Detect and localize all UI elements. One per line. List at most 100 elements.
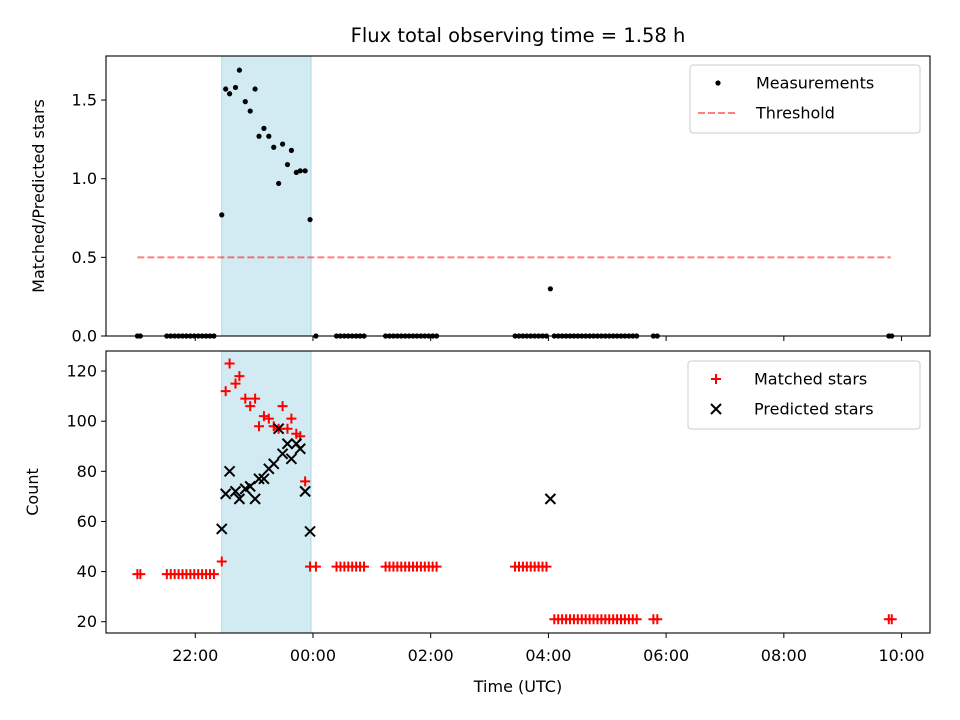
x-tick-label: 02:00 [408,646,454,665]
top-panel: 0.0 0.5 1.0 1.5 Matched/Predicted stars [29,55,931,346]
predicted-stars-point [233,493,246,505]
measurement-point [261,125,267,131]
legend-frame [687,360,921,430]
measurement-point [297,168,303,174]
y-tick-label: 0.5 [72,248,97,267]
series-predicted-stars [216,422,557,538]
matched-stars-point [254,421,265,432]
predicted-stars-point [276,448,289,460]
y-tick-label: 40 [77,562,97,581]
x-tick-label: 10:00 [878,646,924,665]
y-tick-label: 120 [66,362,97,381]
matched-stars-point [234,371,245,382]
matched-stars-point [230,378,241,389]
legend-frame [689,64,921,134]
measurement-point [288,147,294,153]
matched-stars-point [224,358,235,369]
predicted-stars-point [272,422,285,435]
bottom-legend: Matched stars Predicted stars [687,360,921,430]
matched-stars-point [886,614,897,625]
measurement-point [223,86,229,92]
predicted-stars-point [281,438,294,450]
predicted-stars-point [285,453,298,465]
measurement-point [276,180,282,187]
predicted-stars-point [223,465,236,478]
measurement-point [284,161,291,168]
matched-stars-point [358,561,369,572]
chart-title: Flux total observing time = 1.58 h [351,24,686,47]
predicted-stars-point [249,493,261,505]
measurement-point [271,144,277,150]
predicted-stars-point [294,443,306,455]
matched-stars-point [431,561,442,572]
measurement-point [256,133,262,139]
matched-stars-point [250,393,261,404]
y-tick-label: 20 [77,612,97,631]
legend-measurement-marker [715,80,721,86]
matched-stars-point [263,413,274,424]
y-tick-label: 1.0 [72,169,97,188]
measurement-point [279,141,286,147]
observing-interval-shade [221,55,312,337]
x-tick-label: 08:00 [761,646,807,665]
matched-stars-point [631,614,642,625]
predicted-stars-point [229,485,242,498]
top-legend: Measurements Threshold [689,64,921,134]
matched-stars-point [245,401,256,412]
y-axis-label: Matched/Predicted stars [29,99,48,293]
matched-stars-point [216,556,227,567]
measurement-point [232,84,239,91]
measurement-point [547,286,553,292]
y-tick-label: 0.0 [72,327,97,346]
legend-label: Predicted stars [754,400,874,419]
x-tick-label: 00:00 [290,646,336,665]
matched-stars-point [310,561,321,572]
measurement-point [247,108,253,114]
matched-stars-point [277,401,288,412]
x-axis-label: Time (UTC) [473,677,562,696]
matched-stars-point [220,386,231,397]
x-tick-label: 22:00 [172,646,218,665]
measurement-point [236,67,243,73]
matched-stars-point [208,569,219,580]
y-tick-label: 100 [66,412,97,431]
predicted-stars-point [304,525,316,538]
predicted-stars-point [216,523,228,535]
series-matched-stars [132,358,897,625]
predicted-stars-point [253,473,265,485]
measurement-point [219,212,225,218]
measurement-point [307,216,313,223]
y-tick-label: 1.5 [72,91,97,110]
legend-matched-marker [711,374,721,384]
x-tick-label: 04:00 [525,646,571,665]
matched-stars-point [282,423,293,434]
matched-stars-point [541,561,552,572]
matched-stars-point [652,614,663,625]
legend-label: Threshold [755,104,835,123]
x-tick-label: 06:00 [643,646,689,665]
measurement-point [266,133,272,139]
matched-stars-point [240,393,251,404]
measurement-point [227,91,233,97]
measurement-point [302,168,308,174]
y-tick-label: 80 [77,462,97,481]
predicted-stars-point [258,473,270,485]
measurement-point [252,86,258,92]
legend-label: Measurements [756,74,874,93]
y-axis-label: Count [23,468,42,516]
matched-stars-point [286,413,297,424]
predicted-stars-point [544,493,557,505]
predicted-stars-point [219,488,232,500]
measurement-point [242,99,248,105]
predicted-stars-point [299,485,311,498]
matched-stars-point [300,476,311,487]
legend-predicted-marker [710,403,722,415]
y-tick-label: 60 [77,512,97,531]
measurement-point [293,169,299,176]
axes-frame [105,55,931,337]
bottom-panel: 20 40 60 80 100 120 Count [23,350,931,638]
predicted-stars-point [268,458,280,470]
matched-stars-point [135,569,146,580]
x-axis-ticks: 22:00 00:00 02:00 04:00 06:00 08:00 10:00 [172,646,924,665]
